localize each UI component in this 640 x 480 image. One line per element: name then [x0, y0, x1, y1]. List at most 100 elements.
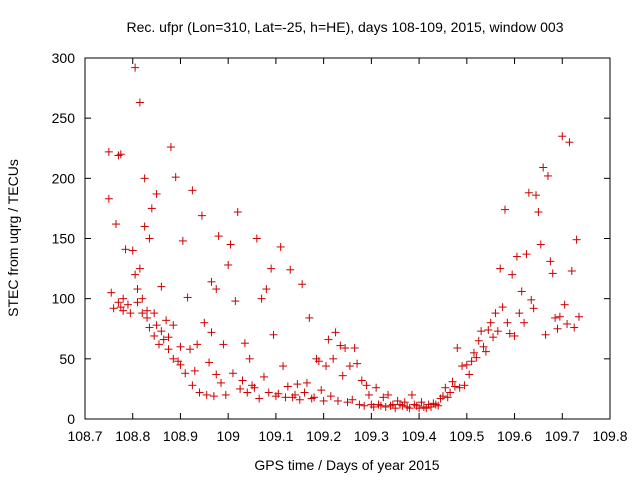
data-point [162, 316, 171, 325]
data-point [188, 186, 197, 195]
data-point [484, 325, 493, 334]
x-tick-label: 108.7 [67, 428, 102, 444]
data-point [317, 386, 326, 395]
data-point [527, 295, 536, 304]
data-point [565, 138, 574, 147]
x-tick-label: 109.6 [497, 428, 532, 444]
data-point [197, 211, 206, 220]
data-point [166, 143, 175, 152]
data-point [190, 366, 199, 375]
data-point [551, 313, 560, 322]
data-point [438, 392, 447, 401]
data-point [434, 401, 443, 410]
y-tick-label: 150 [52, 231, 76, 247]
data-point [415, 404, 424, 413]
data-point [572, 235, 581, 244]
x-tick-label: 109.1 [258, 428, 293, 444]
data-point [214, 232, 223, 241]
data-point [474, 336, 483, 345]
data-point [481, 347, 490, 356]
data-point [264, 388, 273, 397]
data-point [305, 313, 314, 322]
data-point [255, 394, 264, 403]
data-point [357, 376, 366, 385]
data-point [212, 370, 221, 379]
data-point [138, 309, 147, 318]
data-point [109, 304, 118, 313]
data-point [460, 381, 469, 390]
data-point [207, 277, 216, 286]
data-point [493, 327, 502, 336]
data-point [276, 242, 285, 251]
data-point [477, 327, 486, 336]
data-point [131, 270, 140, 279]
data-point [326, 392, 335, 401]
data-point [517, 287, 526, 296]
x-tick-label: 108.9 [163, 428, 198, 444]
data-point [353, 359, 362, 368]
x-tick-label: 109.2 [306, 428, 341, 444]
data-point [472, 353, 481, 362]
data-point [224, 260, 233, 269]
data-point [379, 393, 388, 402]
data-point [243, 388, 252, 397]
data-point [150, 331, 159, 340]
data-point [283, 382, 292, 391]
data-point [529, 304, 538, 313]
data-point [362, 381, 371, 390]
data-point [152, 321, 161, 330]
x-tick-label: 109 [217, 428, 241, 444]
data-point [486, 318, 495, 327]
data-point [135, 98, 144, 107]
data-point [350, 344, 359, 353]
data-point [250, 383, 259, 392]
data-point [164, 345, 173, 354]
data-point [372, 383, 381, 392]
data-point [121, 245, 130, 254]
data-point [348, 395, 357, 404]
data-point [543, 171, 552, 180]
data-point [219, 340, 228, 349]
data-point [558, 132, 567, 141]
data-point [143, 313, 152, 322]
data-point [369, 402, 378, 411]
data-point [259, 372, 268, 381]
data-point [384, 390, 393, 399]
x-axis-label: GPS time / Days of year 2015 [254, 457, 439, 473]
data-point [176, 360, 185, 369]
data-point [331, 328, 340, 337]
data-point [314, 357, 323, 366]
data-point [152, 189, 161, 198]
data-point [391, 404, 400, 413]
data-point [450, 382, 459, 391]
data-point [145, 234, 154, 243]
x-tick-label: 108.8 [115, 428, 150, 444]
data-point [295, 395, 304, 404]
data-point [298, 280, 307, 289]
y-tick-label: 300 [52, 50, 76, 66]
data-point [364, 390, 373, 399]
data-point [536, 240, 545, 249]
y-axis-label: STEC from uqrg / TECUs [5, 159, 21, 317]
data-point [496, 264, 505, 273]
data-point [498, 303, 507, 312]
axis-ticks [84, 57, 611, 420]
data-point [560, 300, 569, 309]
data-point [186, 345, 194, 354]
x-tick-label: 109.8 [592, 428, 627, 444]
data-point [267, 264, 276, 273]
x-tick-label: 109.4 [402, 428, 437, 444]
data-point [469, 348, 478, 357]
data-point [228, 369, 237, 378]
data-point [453, 344, 462, 353]
data-point [181, 369, 190, 378]
data-point [279, 362, 288, 371]
data-point [546, 257, 555, 266]
data-point [458, 362, 467, 371]
data-point [236, 384, 245, 393]
data-point [322, 362, 331, 371]
data-point [202, 390, 211, 399]
data-point [207, 328, 216, 337]
data-point [281, 393, 290, 402]
data-point [171, 173, 180, 182]
